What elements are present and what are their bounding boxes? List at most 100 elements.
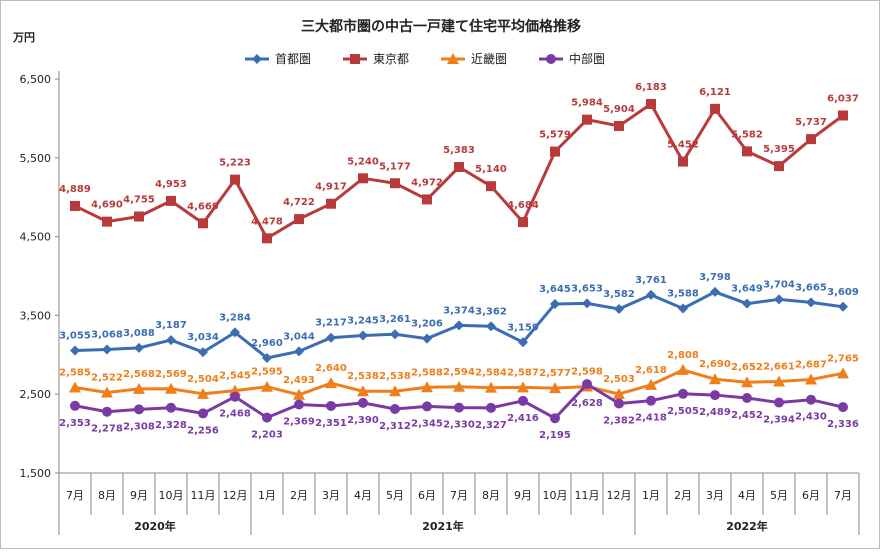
square-marker [806, 134, 816, 145]
data-label: 4,478 [251, 216, 283, 227]
data-label: 2,308 [123, 421, 155, 432]
data-label: 2,587 [507, 367, 539, 378]
diamond-marker [230, 327, 240, 338]
data-label: 2,351 [315, 418, 347, 429]
data-label: 5,904 [603, 104, 635, 115]
data-label: 4,722 [283, 197, 315, 208]
circle-marker [198, 408, 208, 419]
triangle-marker [197, 387, 209, 399]
diamond-marker [742, 298, 752, 309]
diamond-marker [198, 347, 208, 358]
data-label: 2,598 [571, 366, 603, 377]
data-label: 2,522 [91, 372, 123, 383]
x-tick-label: 3月 [322, 489, 340, 502]
triangle-marker [101, 386, 113, 398]
x-tick-label: 8月 [98, 489, 116, 502]
chart-title: 三大都市圏の中古一戸建て住宅平均価格推移 [301, 18, 581, 35]
data-label: 3,088 [123, 328, 155, 339]
y-tick-label: 5,500 [20, 152, 52, 165]
square-marker [774, 161, 784, 172]
diamond-marker [582, 298, 592, 309]
circle-marker [70, 400, 80, 411]
data-label: 2,353 [59, 418, 91, 429]
data-label: 2,594 [443, 367, 475, 378]
data-label: 6,121 [699, 87, 731, 98]
data-label: 2,468 [219, 409, 251, 420]
legend-label: 首都圏 [275, 52, 311, 66]
x-tick-label: 10月 [543, 489, 568, 502]
data-label: 4,755 [123, 195, 155, 206]
year-group-label: 2020年 [134, 519, 176, 533]
legend-label: 東京都 [373, 52, 409, 66]
data-label: 2,568 [123, 369, 155, 380]
square-marker [230, 174, 240, 185]
data-label: 2,382 [603, 415, 635, 426]
circle-marker [518, 395, 528, 406]
data-label: 2,452 [731, 410, 763, 421]
year-group-label: 2022年 [726, 519, 768, 533]
x-tick-label: 6月 [418, 489, 436, 502]
square-marker [102, 216, 112, 227]
data-label: 2,416 [507, 413, 539, 424]
diamond-marker [646, 289, 656, 300]
x-tick-label: 9月 [514, 489, 532, 502]
diamond-marker [710, 286, 720, 297]
data-label: 2,538 [379, 371, 411, 382]
data-label: 2,203 [251, 430, 283, 441]
x-tick-label: 6月 [802, 489, 820, 502]
data-label: 2,628 [571, 398, 603, 409]
square-marker [134, 211, 144, 222]
circle-marker [742, 392, 752, 403]
data-label: 2,577 [539, 368, 571, 379]
circle-marker [230, 391, 240, 402]
data-label: 3,217 [315, 318, 347, 329]
legend-item: 東京都 [343, 52, 409, 66]
triangle-marker [677, 363, 689, 375]
data-label: 2,545 [219, 371, 251, 382]
data-label: 2,588 [411, 367, 443, 378]
data-label: 4,684 [507, 200, 539, 211]
data-label: 4,669 [187, 201, 219, 212]
circle-marker [454, 402, 464, 413]
legend-item: 首都圏 [245, 52, 311, 66]
data-label: 5,140 [475, 164, 507, 175]
square-marker [710, 103, 720, 114]
data-label: 3,068 [91, 329, 123, 340]
legend-item: 近畿圏 [441, 52, 507, 66]
data-label: 2,336 [827, 419, 859, 430]
data-label: 2,618 [635, 365, 667, 376]
square-marker [294, 214, 304, 225]
data-label: 3,362 [475, 306, 507, 317]
diamond-marker [486, 321, 496, 332]
data-label: 6,183 [635, 82, 667, 93]
data-label: 3,582 [603, 289, 635, 300]
diamond-marker [422, 333, 432, 344]
data-label: 2,278 [91, 424, 123, 435]
x-tick-label: 2月 [674, 489, 692, 502]
data-label: 3,374 [443, 305, 475, 316]
diamond-marker [390, 329, 400, 340]
triangle-marker [709, 373, 721, 385]
data-label: 2,195 [539, 430, 571, 441]
square-marker [326, 198, 336, 209]
data-label: 3,044 [283, 331, 315, 342]
x-tick-label: 9月 [130, 489, 148, 502]
data-label: 2,765 [827, 353, 859, 364]
data-label: 2,328 [155, 420, 187, 431]
square-marker [198, 218, 208, 229]
data-label: 3,284 [219, 312, 251, 323]
circle-marker [486, 402, 496, 413]
diamond-marker [134, 342, 144, 353]
data-label: 3,609 [827, 287, 859, 298]
circle-marker [806, 394, 816, 405]
circle-marker [838, 402, 848, 413]
triangle-marker [421, 381, 433, 393]
data-label: 3,704 [763, 279, 795, 290]
data-label: 5,984 [571, 98, 603, 109]
circle-marker [678, 388, 688, 399]
diamond-marker [166, 335, 176, 346]
